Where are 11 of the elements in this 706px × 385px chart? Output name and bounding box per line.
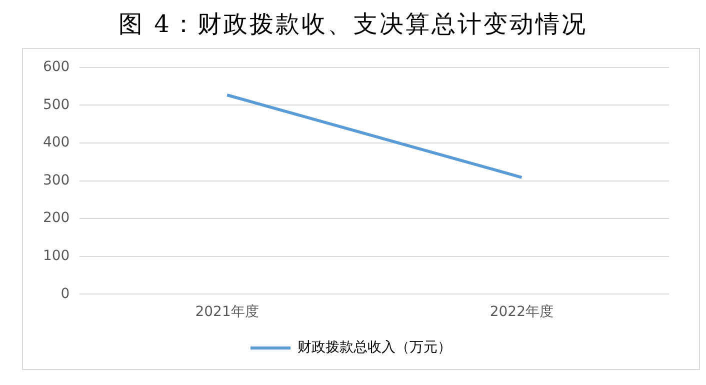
y-tick-label: 300	[42, 172, 70, 188]
legend-label: 财政拨款总收入（万元）	[298, 340, 452, 356]
x-tick-label: 2022年度	[490, 304, 554, 320]
y-tick-label: 100	[42, 248, 70, 264]
x-tick-label: 2021年度	[195, 304, 259, 320]
y-tick-label: 400	[42, 134, 70, 151]
y-tick-label: 200	[42, 210, 70, 226]
y-tick-label: 500	[42, 96, 70, 113]
chart-title: 图 4：财政拨款收、支决算总计变动情况	[118, 9, 588, 40]
y-tick-label: 0	[60, 286, 70, 302]
y-tick-label: 600	[42, 59, 70, 76]
